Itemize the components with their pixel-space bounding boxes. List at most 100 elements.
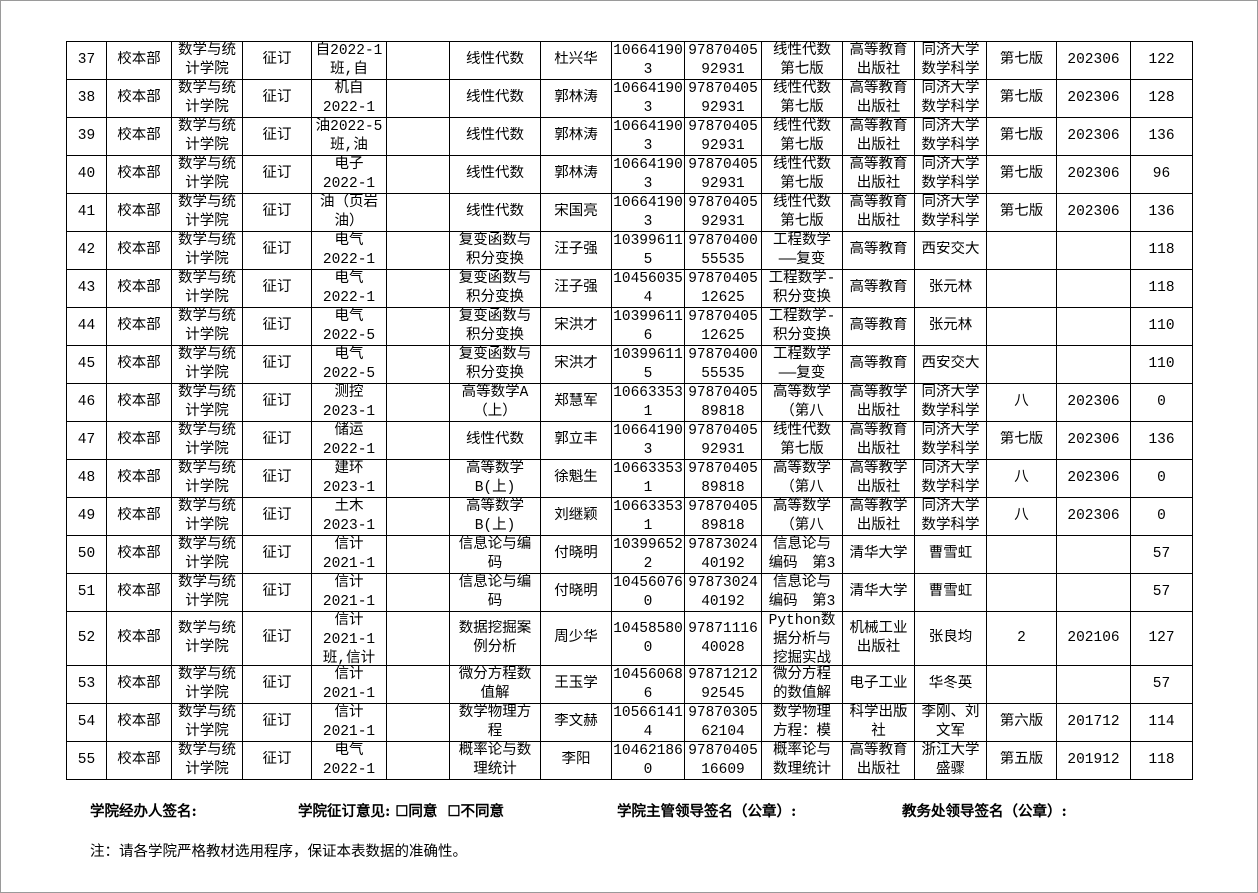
cell-text: 微分方程数 值解 <box>458 667 532 702</box>
cell-edition: 第七版 <box>986 421 1057 460</box>
cell-text: 高等教育 <box>849 280 908 296</box>
cell-text: 127 <box>1148 630 1175 646</box>
cell-course-code: 10663353 1 <box>611 459 685 498</box>
cell-campus: 校本部 <box>106 231 172 270</box>
cell-text: Python数 据分析与 挖掘实战 <box>768 613 836 665</box>
cell-text: 同济大学 数学科学 <box>921 423 980 458</box>
table-row: 39 校本部 数学与统 计学院 征订 油2022-5 班,油 线性代数 郭林涛 1066419… <box>66 117 1193 156</box>
cell-text: 郭立丰 <box>554 432 598 448</box>
cell-text: 线性代数 第七版 <box>773 195 831 230</box>
cell-class: 电子 2022-1 <box>311 155 387 194</box>
cell-text: 周少华 <box>554 630 598 646</box>
cell-text: 电子 2022-1 <box>322 157 376 192</box>
cell-blank <box>386 535 450 574</box>
cell-publisher: 机械工业 出版社 <box>842 611 915 666</box>
cell-campus: 校本部 <box>106 307 172 346</box>
cell-text: 校本部 <box>117 204 161 220</box>
cell-text: 征订 <box>262 204 292 220</box>
cell-text: 第七版 <box>999 204 1044 220</box>
cell-order-type: 征订 <box>242 611 312 666</box>
cell-campus: 校本部 <box>106 41 172 80</box>
cell-class: 自2022-1 班,自 <box>311 41 387 80</box>
cell-blank <box>386 41 450 80</box>
cell-quantity: 110 <box>1130 345 1193 384</box>
cell-text: 高等教学 出版社 <box>849 385 908 420</box>
cell-text: 电气 2022-1 <box>322 271 376 306</box>
cell-edition: 八 <box>986 383 1057 422</box>
cell-text: 清华大学 <box>849 546 908 562</box>
cell-text: 202306 <box>1067 508 1120 524</box>
cell-text: 数学与统 计学院 <box>178 423 236 458</box>
cell-text: 136 <box>1148 432 1175 448</box>
cell-text: 张元林 <box>928 280 973 296</box>
cell-teacher: 郭林涛 <box>540 117 612 156</box>
cell-quantity: 136 <box>1130 117 1193 156</box>
cell-blank <box>386 117 450 156</box>
cell-author: 同济大学 数学科学 <box>914 459 987 498</box>
cell-course-code: 10664190 3 <box>611 421 685 460</box>
cell-blank <box>386 307 450 346</box>
cell-row-number: 41 <box>66 193 107 232</box>
cell-course-name: 概率论与数 理统计 <box>449 741 541 780</box>
cell-college: 数学与统 计学院 <box>171 307 243 346</box>
cell-class: 电气 2022-1 <box>311 231 387 270</box>
cell-quantity: 110 <box>1130 307 1193 346</box>
cell-edition: 第五版 <box>986 741 1057 780</box>
cell-text: 97873024 40192 <box>688 575 758 610</box>
cell-text: 0 <box>1157 508 1166 524</box>
cell-college: 数学与统 计学院 <box>171 383 243 422</box>
cell-text: 10462186 0 <box>613 743 683 778</box>
cell-text: 征订 <box>262 242 292 258</box>
cell-author: 同济大学 数学科学 <box>914 193 987 232</box>
cell-text: 校本部 <box>117 432 161 448</box>
cell-isbn: 97870405 92931 <box>684 79 762 118</box>
cell-college: 数学与统 计学院 <box>171 155 243 194</box>
cell-isbn: 97870405 12625 <box>684 307 762 346</box>
cell-text: 118 <box>1148 242 1175 258</box>
cell-text: 高等数学 B(上) <box>466 499 524 534</box>
cell-order-type: 征订 <box>242 307 312 346</box>
cell-text: 校本部 <box>117 356 161 372</box>
cell-text: 同济大学 数学科学 <box>921 43 980 78</box>
note-text: 注：请各学院严格教材选用程序，保证本表数据的准确性。 <box>90 844 467 860</box>
cell-text: 征订 <box>262 52 292 68</box>
cell-text: 信计 2021-1 <box>322 667 376 702</box>
cell-order-type: 征订 <box>242 41 312 80</box>
cell-text: 付晓明 <box>554 546 598 562</box>
cell-text: 校本部 <box>117 470 161 486</box>
cell-text: 征订 <box>262 318 292 334</box>
cell-text: 八 <box>1014 508 1029 524</box>
cell-college: 数学与统 计学院 <box>171 193 243 232</box>
cell-textbook-title: 信息论与 编码 第3 <box>761 535 843 574</box>
cell-text: 同济大学 数学科学 <box>921 461 980 496</box>
cell-course-name: 数据挖掘案 例分析 <box>449 611 541 666</box>
cell-text: 40 <box>77 166 96 182</box>
cell-author: 浙江大学 盛骤 <box>914 741 987 780</box>
cell-college: 数学与统 计学院 <box>171 741 243 780</box>
cell-text: 97870405 92931 <box>688 157 758 192</box>
cell-row-number: 50 <box>66 535 107 574</box>
cell-text: 电气 2022-5 <box>322 347 376 382</box>
cell-text: 信息论与编 码 <box>458 537 532 572</box>
cell-quantity: 0 <box>1130 459 1193 498</box>
cell-text: 10664190 3 <box>613 423 683 458</box>
cell-text: 202306 <box>1067 470 1120 486</box>
cell-publisher: 高等教育 <box>842 231 915 270</box>
cell-publish-date <box>1056 307 1131 346</box>
cell-text: 97873024 40192 <box>688 537 758 572</box>
cell-text: 202306 <box>1067 432 1120 448</box>
cell-text: 校本部 <box>117 546 161 562</box>
table-row: 43 校本部 数学与统 计学院 征订 电气 2022-1 复变函数与 积分变换 汪子强 104… <box>66 269 1193 308</box>
cell-course-code: 10664190 3 <box>611 193 685 232</box>
cell-text: 数学与统 计学院 <box>178 667 236 702</box>
cell-isbn: 97870405 89818 <box>684 459 762 498</box>
cell-text: 高等数学 （第八 <box>773 385 831 420</box>
cell-teacher: 郭林涛 <box>540 155 612 194</box>
cell-blank <box>386 611 450 666</box>
cell-course-code: 10456035 4 <box>611 269 685 308</box>
cell-text: 110 <box>1148 318 1175 334</box>
cell-text: 10399611 5 <box>613 233 683 268</box>
cell-text: 征订 <box>262 90 292 106</box>
cell-text: 高等教育 <box>849 318 908 334</box>
cell-edition: 2 <box>986 611 1057 666</box>
